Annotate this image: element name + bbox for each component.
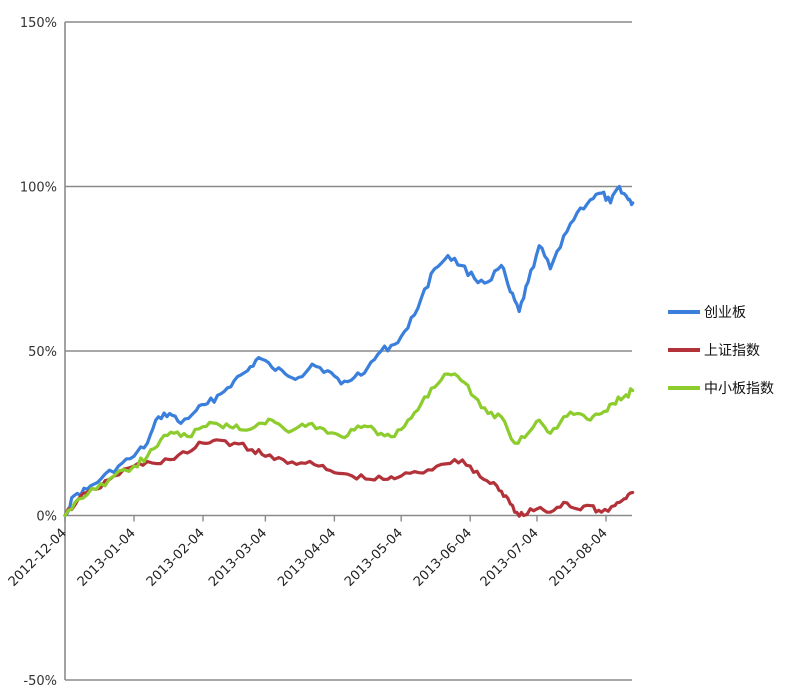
x-tick-label: 2013-05-04: [342, 526, 406, 590]
x-tick-label: 2013-07-04: [478, 526, 542, 590]
x-tick-label: 2013-02-04: [144, 526, 208, 590]
axes: -50%0%50%100%150%2012-12-04 2013-01-04 201…: [6, 16, 611, 689]
y-tick-label: 100%: [20, 181, 57, 196]
x-tick-label: 2013-08-04: [547, 526, 611, 590]
x-tick-label: 2013-03-04: [206, 526, 270, 590]
x-tick-label: 2013-06-04: [411, 526, 475, 590]
series-lines: [63, 184, 635, 518]
y-tick-label: 150%: [20, 16, 57, 31]
y-tick-label: -50%: [23, 674, 57, 689]
x-tick-label: 2013-04-04: [275, 526, 339, 590]
y-tick-label: 50%: [28, 345, 57, 360]
legend-label: 创业板: [704, 305, 746, 321]
series-line: [63, 438, 635, 518]
series-line: [63, 184, 635, 518]
x-tick-label: 2013-01-04: [75, 526, 139, 590]
legend-label: 上证指数: [704, 343, 760, 359]
x-tick-label: 2012-12-04: [6, 526, 70, 590]
y-tick-label: 0%: [36, 510, 57, 525]
series-line: [63, 372, 635, 518]
legend-label: 中小板指数: [704, 381, 774, 397]
